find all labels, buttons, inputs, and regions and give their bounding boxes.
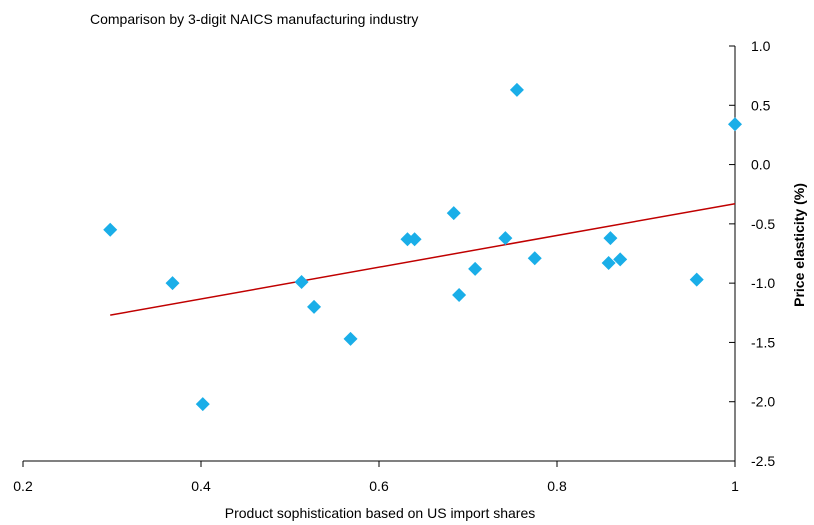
data-point-marker	[400, 232, 415, 247]
data-point-marker	[603, 231, 618, 246]
y-tick-label: 0.0	[751, 157, 771, 173]
data-point-marker	[103, 222, 118, 237]
y-tick-label: -1.0	[751, 275, 775, 291]
data-point-marker	[195, 397, 210, 412]
x-tick-label: 0.6	[369, 478, 389, 494]
data-point-marker	[446, 206, 461, 221]
data-point-marker	[728, 117, 742, 132]
tick-labels: 0.2 0.4 0.6 0.8 1 1.0 0.5 0.0 -0.5 -1.0 -1.5 -2.0 -2…	[13, 38, 775, 494]
markers-group	[103, 82, 742, 412]
y-tick-label: -1.5	[751, 334, 775, 350]
data-point-marker	[689, 272, 704, 287]
data-point-marker	[294, 274, 309, 289]
trendline-group	[110, 202, 736, 316]
trendline	[110, 202, 736, 316]
data-point-marker	[613, 252, 628, 267]
x-tick-label: 0.8	[547, 478, 567, 494]
y-tick-label: 0.5	[751, 97, 771, 113]
y-tick-label: 1.0	[751, 38, 771, 54]
data-point-marker	[601, 255, 616, 270]
x-axis-label: Product sophistication based on US impor…	[224, 505, 536, 521]
data-point-marker	[509, 82, 524, 97]
data-point-marker	[527, 251, 542, 266]
x-tick-label: 0.4	[191, 478, 211, 494]
y-tick-label: -2.5	[751, 453, 775, 469]
data-point-marker	[407, 232, 422, 247]
chart-title: Comparison by 3-digit NAICS manufacturin…	[90, 11, 419, 27]
x-tick-label: 0.2	[13, 478, 33, 494]
data-point-marker	[307, 299, 322, 314]
y-axis-label-container: Price elasticity (%)	[787, 120, 811, 370]
data-point-marker	[498, 231, 513, 246]
data-point-marker	[468, 261, 483, 276]
y-tick-label: -2.0	[751, 394, 775, 410]
y-axis-label: Price elasticity (%)	[791, 183, 807, 307]
data-point-marker	[343, 331, 358, 346]
axes	[22, 45, 736, 467]
y-tick-label: -0.5	[751, 216, 775, 232]
x-tick-label: 1	[731, 478, 739, 494]
data-point-marker	[165, 276, 180, 291]
data-point-marker	[452, 288, 467, 302]
